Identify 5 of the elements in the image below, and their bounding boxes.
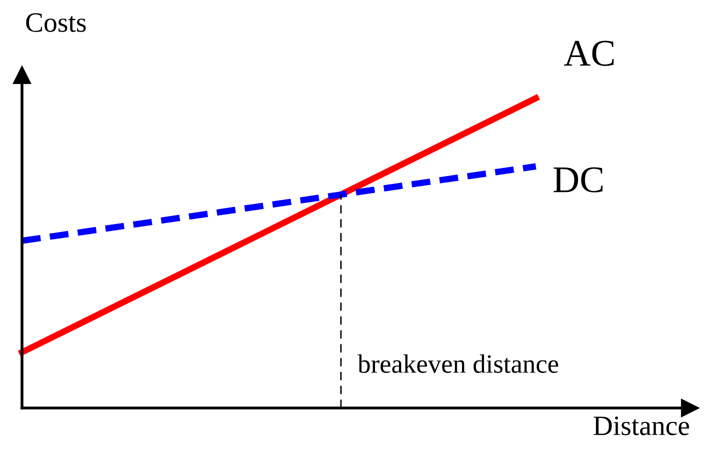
series-label: DC	[554, 167, 603, 192]
series-label: AC	[564, 40, 614, 66]
annotation: breakeven distance	[358, 354, 558, 373]
x-axis-title: Distance	[594, 416, 690, 436]
y-axis-title: Costs	[26, 13, 86, 32]
